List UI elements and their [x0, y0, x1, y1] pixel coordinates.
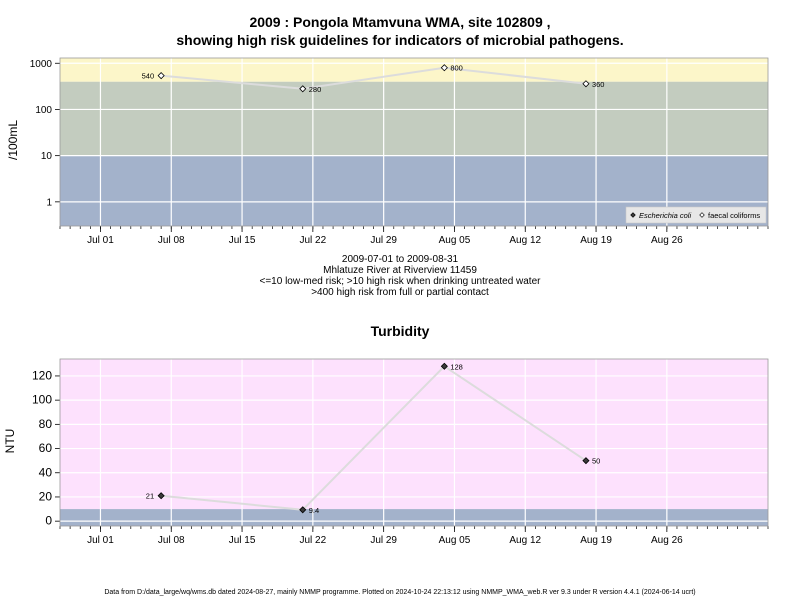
- legend-marker-ecoli: [630, 212, 636, 218]
- chart-title-line1: 2009 : Pongola Mtamvuna WMA, site 102809…: [249, 14, 551, 30]
- y-tick-label: 100: [32, 393, 52, 407]
- data-point: [157, 492, 165, 500]
- y-tick-label: 10: [41, 151, 53, 162]
- x-tick-label: Jul 15: [229, 235, 256, 246]
- series-line-1: [161, 66, 587, 90]
- y-tick-label: 80: [39, 417, 53, 431]
- data-label: 21: [146, 492, 154, 501]
- y-tick-label: 120: [32, 368, 52, 382]
- x-tick-label: Aug 26: [651, 235, 683, 246]
- series-line-0: [161, 364, 587, 511]
- x-tick-label: Aug 12: [509, 235, 541, 246]
- data-point: [582, 457, 590, 465]
- y-tick-label: 1: [46, 197, 52, 208]
- x-tick-label: Jul 29: [370, 235, 397, 246]
- plot-frame: [59, 57, 769, 227]
- date-range-text: 2009-07-01 to 2009-08-31: [341, 254, 459, 265]
- x-tick-label: Aug 05: [439, 235, 471, 246]
- legend-box: [625, 206, 767, 224]
- site-name-text: Mhlatuze River at Riverview 11459: [323, 265, 477, 276]
- risk-guideline-text-1: <=10 low-med risk; >10 high risk when dr…: [259, 276, 541, 287]
- data-label: 280: [309, 85, 322, 94]
- x-tick-label: Aug 26: [651, 535, 683, 546]
- plot-frame: [59, 358, 769, 527]
- risk-band-1: [60, 359, 768, 510]
- legend-marker-faecal: [699, 212, 705, 218]
- data-point: [440, 64, 448, 72]
- risk-band-0: [60, 509, 768, 526]
- data-label: 128: [450, 362, 463, 371]
- y-tick-label: 100: [35, 105, 52, 116]
- turbidity-title: Turbidity: [370, 323, 430, 339]
- x-tick-label: Aug 05: [439, 535, 471, 546]
- x-tick-label: Jul 01: [87, 235, 114, 246]
- risk-band-1: [60, 81, 768, 156]
- data-label: 9.4: [309, 506, 319, 515]
- footer-note: Data from D:/data_large/wq/wms.db dated …: [104, 589, 696, 596]
- data-point: [299, 85, 307, 93]
- microbial-chart: 1 10 100 1000 Jul 01 Jul 08 Jul 15 Jul 22 Jul 29…: [30, 57, 769, 246]
- risk-band-2: [60, 58, 768, 82]
- x-tick-label: Jul 01: [87, 535, 114, 546]
- chart-title-line2: showing high risk guidelines for indicat…: [176, 32, 624, 48]
- data-label: 360: [592, 80, 605, 89]
- turbidity-chart: 0 20 40 60 80 100 120 Jul 01 Jul 08 Jul 15 Jul 22 J…: [32, 358, 769, 546]
- x-tick-label: Jul 22: [300, 535, 327, 546]
- data-label: 540: [142, 72, 155, 81]
- y-tick-label: 60: [39, 441, 53, 455]
- x-tick-label: Jul 08: [158, 235, 185, 246]
- x-tick-label: Jul 15: [229, 535, 256, 546]
- data-label: 50: [592, 457, 600, 466]
- legend-label-ecoli: Escherichia coli: [639, 211, 691, 220]
- y-tick-label: 40: [39, 465, 53, 479]
- x-tick-label: Aug 19: [580, 235, 612, 246]
- y-tick-label: 0: [45, 514, 52, 528]
- data-label: 800: [450, 64, 463, 73]
- x-tick-label: Aug 12: [509, 535, 541, 546]
- risk-guideline-text-2: >400 high risk from full or partial cont…: [311, 287, 489, 298]
- data-point: [157, 72, 165, 80]
- y-tick-label: 20: [39, 489, 53, 503]
- x-tick-label: Jul 22: [300, 235, 327, 246]
- data-point: [582, 80, 590, 88]
- x-tick-label: Jul 29: [370, 535, 397, 546]
- legend-label-faecal: faecal coliforms: [708, 211, 760, 220]
- data-point: [299, 506, 307, 514]
- data-point: [440, 362, 448, 370]
- x-tick-label: Jul 08: [158, 535, 185, 546]
- y-tick-label: 1000: [30, 59, 53, 70]
- x-tick-label: Aug 19: [580, 535, 612, 546]
